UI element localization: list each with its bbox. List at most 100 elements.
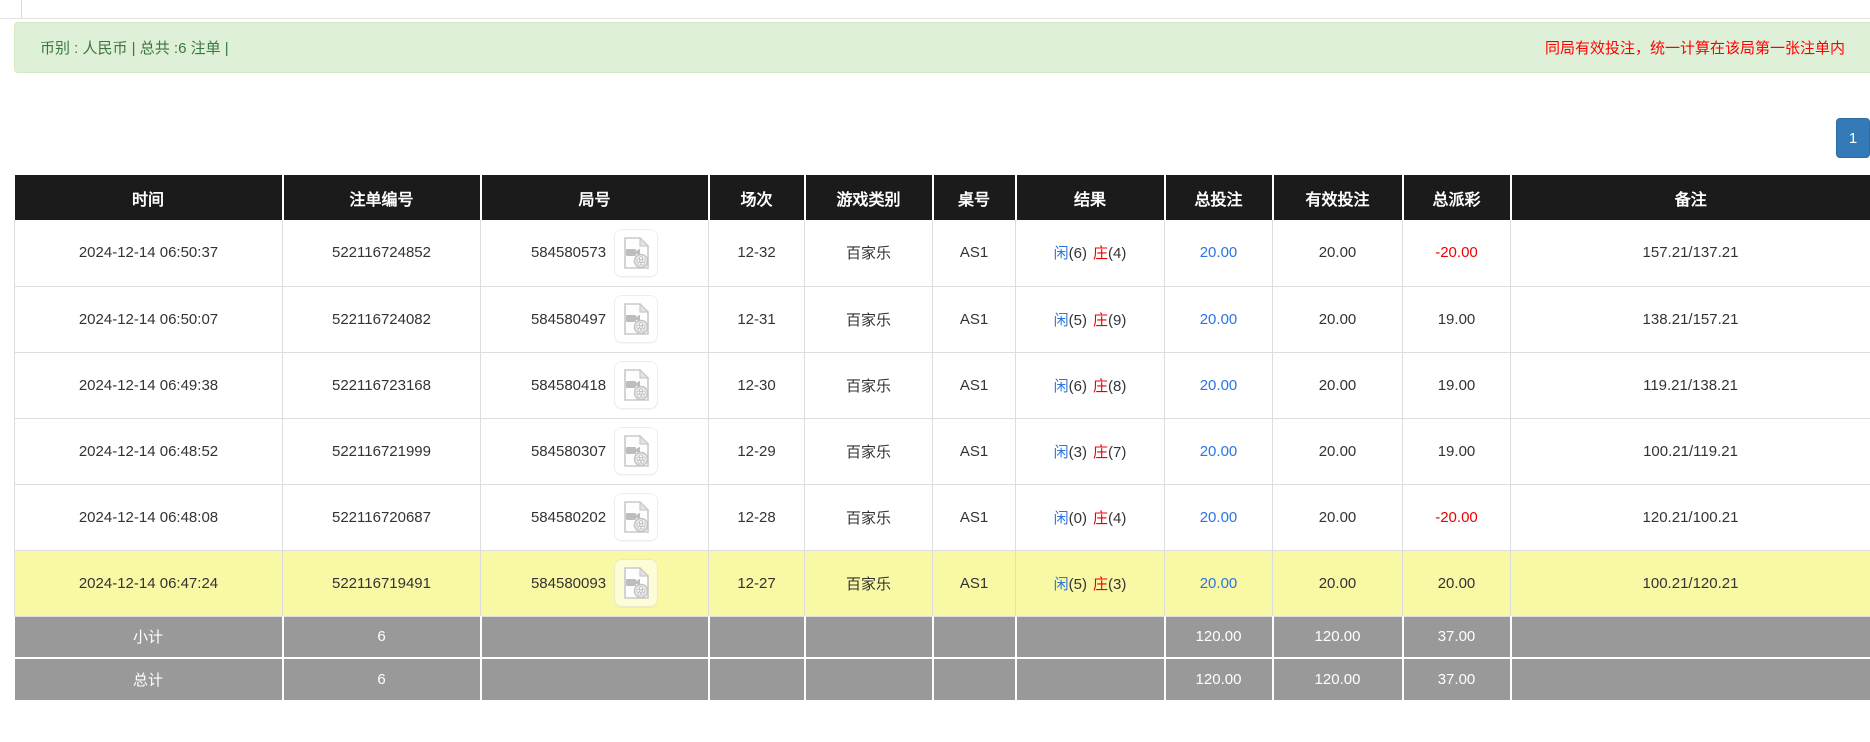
subtotal-label: 小计 [14, 616, 284, 659]
summary-bar: 币别 : 人民币 | 总共 :6 注单 | 同局有效投注，统一计算在该局第一张注… [14, 22, 1870, 73]
subtotal-payout: 37.00 [1402, 616, 1512, 659]
table-header-row: 时间 注单编号 局号 场次 游戏类别 桌号 结果 总投注 有效投注 总派彩 备注 [14, 175, 1870, 220]
cell-remark: 100.21/119.21 [1510, 418, 1870, 485]
round-number: 584580573 [530, 244, 607, 262]
header-table-no: 桌号 [932, 175, 1017, 220]
total-total-bet: 120.00 [1164, 658, 1274, 700]
cell-game-type: 百家乐 [804, 286, 933, 353]
cell-round: 584580202 [480, 484, 709, 551]
cell-game-type: 百家乐 [804, 484, 933, 551]
result-banker-score: (4) [1108, 245, 1127, 263]
result-player-label: 闲 [1053, 377, 1069, 395]
cell-round: 584580093 [480, 550, 709, 617]
empty-cell [708, 658, 806, 700]
cell-game-type: 百家乐 [804, 550, 933, 617]
subtotal-count: 6 [282, 616, 482, 659]
result-banker-label: 庄 [1093, 509, 1109, 527]
cell-time: 2024-12-14 06:50:37 [14, 220, 283, 287]
cell-payout: -20.00 [1402, 220, 1511, 287]
cell-valid-bet: 20.00 [1272, 418, 1403, 485]
result-player-score: (5) [1068, 575, 1087, 593]
result-banker-score: (7) [1108, 443, 1127, 461]
subtotal-valid-bet: 120.00 [1272, 616, 1404, 659]
empty-cell [1015, 616, 1166, 659]
result-banker-label: 庄 [1093, 575, 1109, 593]
header-time: 时间 [14, 175, 284, 220]
total-payout: 37.00 [1402, 658, 1512, 700]
cell-valid-bet: 20.00 [1272, 286, 1403, 353]
cell-round: 584580307 [480, 418, 709, 485]
result-player-score: (5) [1068, 311, 1087, 329]
empty-cell [804, 658, 934, 700]
video-file-icon[interactable] [614, 559, 659, 607]
cell-session: 12-27 [708, 550, 805, 617]
header-remark: 备注 [1510, 175, 1870, 220]
cell-game-type: 百家乐 [804, 352, 933, 419]
cell-session: 12-31 [708, 286, 805, 353]
cell-total-bet: 20.00 [1164, 418, 1273, 485]
cell-session: 12-29 [708, 418, 805, 485]
cell-payout: 19.00 [1402, 286, 1511, 353]
cell-bet-id: 522116720687 [282, 484, 481, 551]
empty-cell [480, 658, 710, 700]
result-banker-label: 庄 [1093, 377, 1109, 395]
total-count: 6 [282, 658, 482, 700]
total-row: 总计 6 120.00 120.00 37.00 [14, 658, 1870, 700]
cell-session: 12-32 [708, 220, 805, 287]
cell-session: 12-28 [708, 484, 805, 551]
table-row: 2024-12-14 06:50:07 522116724082 5845804… [14, 286, 1870, 353]
empty-cell [932, 658, 1017, 700]
cell-time: 2024-12-14 06:48:52 [14, 418, 283, 485]
result-player-label: 闲 [1053, 245, 1069, 263]
cell-total-bet: 20.00 [1164, 550, 1273, 617]
result-player-score: (0) [1068, 509, 1087, 527]
result-banker-label: 庄 [1093, 245, 1109, 263]
cell-bet-id: 522116724082 [282, 286, 481, 353]
video-file-icon[interactable] [614, 427, 659, 475]
cell-payout: 19.00 [1402, 352, 1511, 419]
cell-session: 12-30 [708, 352, 805, 419]
subtotal-total-bet: 120.00 [1164, 616, 1274, 659]
header-session: 场次 [708, 175, 806, 220]
video-file-icon[interactable] [614, 228, 659, 277]
total-label: 总计 [14, 658, 284, 700]
cell-time: 2024-12-14 06:50:07 [14, 286, 283, 353]
video-file-icon[interactable] [614, 295, 659, 343]
video-file-icon[interactable] [614, 361, 659, 409]
cell-payout: 19.00 [1402, 418, 1511, 485]
cell-result: 闲(5) 庄(9) [1015, 286, 1165, 353]
cell-total-bet: 20.00 [1164, 484, 1273, 551]
cell-valid-bet: 20.00 [1272, 352, 1403, 419]
cell-result: 闲(6) 庄(8) [1015, 352, 1165, 419]
cell-table-no: AS1 [932, 220, 1016, 287]
cell-result: 闲(5) 庄(3) [1015, 550, 1165, 617]
cell-table-no: AS1 [932, 550, 1016, 617]
empty-cell [804, 616, 934, 659]
cell-table-no: AS1 [932, 418, 1016, 485]
cell-time: 2024-12-14 06:47:24 [14, 550, 283, 617]
cell-remark: 119.21/138.21 [1510, 352, 1870, 419]
table-row: 2024-12-14 06:48:08 522116720687 5845802… [14, 484, 1870, 551]
result-banker-label: 庄 [1093, 443, 1109, 461]
result-player-label: 闲 [1053, 311, 1069, 329]
header-result: 结果 [1015, 175, 1166, 220]
cell-table-no: AS1 [932, 286, 1016, 353]
top-panel-corner-line [21, 0, 22, 18]
result-banker-score: (9) [1108, 311, 1127, 329]
table-row: 2024-12-14 06:50:37 522116724852 5845805… [14, 220, 1870, 287]
cell-valid-bet: 20.00 [1272, 220, 1403, 287]
cell-game-type: 百家乐 [804, 220, 933, 287]
currency-summary-text: 币别 : 人民币 | 总共 :6 注单 | [40, 40, 229, 57]
page-1-button[interactable]: 1 [1836, 118, 1870, 158]
video-file-icon[interactable] [614, 493, 659, 541]
cell-result: 闲(3) 庄(7) [1015, 418, 1165, 485]
cell-time: 2024-12-14 06:49:38 [14, 352, 283, 419]
cell-game-type: 百家乐 [804, 418, 933, 485]
table-row: 2024-12-14 06:47:24 522116719491 5845800… [14, 550, 1870, 617]
table-body: 2024-12-14 06:50:37 522116724852 5845805… [14, 220, 1870, 617]
header-payout: 总派彩 [1402, 175, 1512, 220]
round-number: 584580093 [530, 574, 607, 592]
cell-payout: 20.00 [1402, 550, 1511, 617]
bet-records-table: 时间 注单编号 局号 场次 游戏类别 桌号 结果 总投注 有效投注 总派彩 备注… [14, 175, 1870, 700]
cell-remark: 138.21/157.21 [1510, 286, 1870, 353]
